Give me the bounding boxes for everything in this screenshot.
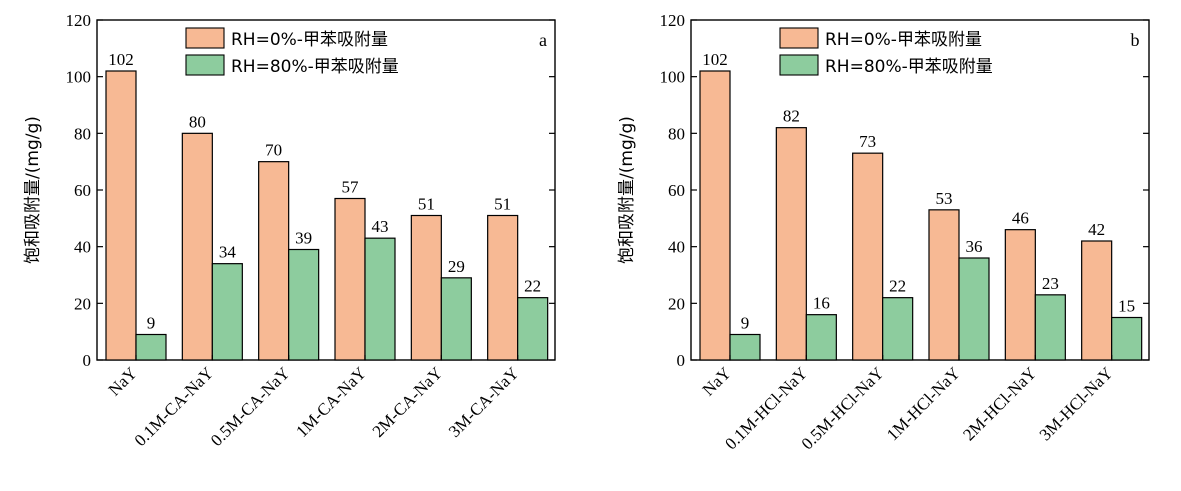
data-label: 57: [342, 178, 360, 197]
y-axis-label: 饱和吸附量/(mg/g): [617, 116, 637, 264]
data-label: 82: [783, 107, 800, 126]
legend-label: RH=80%-甲苯吸附量: [231, 57, 399, 77]
data-label: 36: [966, 237, 983, 256]
data-label: 70: [265, 141, 282, 160]
data-label: 15: [1118, 297, 1135, 316]
bar-rh0: [181, 132, 213, 361]
bar-rh80: [517, 297, 549, 361]
x-tick-label: NaY: [699, 363, 735, 399]
bar-rh0: [258, 161, 290, 361]
data-label: 46: [1012, 209, 1029, 228]
data-label: 80: [189, 112, 206, 131]
x-tick-label: NaY: [105, 363, 141, 399]
bar-rh0: [334, 197, 366, 361]
x-tick-label: 1M-CA-NaY: [292, 363, 370, 441]
data-label: 51: [418, 195, 435, 214]
x-tick-label: 2M-HCl-NaY: [959, 363, 1040, 444]
y-tick-label: 20: [668, 294, 685, 313]
data-label: 102: [108, 50, 134, 69]
panel-label: a: [539, 30, 547, 50]
legend-label: RH=0%-甲苯吸附量: [231, 30, 388, 50]
bar-rh80: [958, 257, 990, 361]
y-tick-label: 80: [74, 124, 91, 143]
data-label: 53: [936, 189, 953, 208]
y-tick-label: 40: [74, 238, 91, 257]
bar-rh0: [928, 209, 960, 361]
bar-rh0: [775, 127, 807, 361]
x-tick-label: 2M-CA-NaY: [369, 363, 447, 441]
data-label: 9: [741, 314, 750, 333]
data-label: 102: [702, 50, 728, 69]
y-axis-label: 饱和吸附量/(mg/g): [23, 116, 43, 264]
data-label: 23: [1042, 274, 1059, 293]
y-tick-label: 0: [83, 351, 92, 370]
bar-rh0: [852, 152, 884, 361]
y-tick-label: 0: [677, 351, 686, 370]
bar-rh80: [364, 237, 396, 361]
x-tick-label: 3M-CA-NaY: [445, 363, 523, 441]
bar-rh0: [1081, 240, 1113, 361]
bar-rh0: [487, 214, 519, 361]
bar-rh80: [288, 248, 320, 361]
x-tick-label: 0.1M-CA-NaY: [131, 363, 218, 450]
bar-rh0: [105, 70, 137, 361]
bar-rh80: [440, 277, 472, 361]
y-tick-label: 60: [668, 181, 685, 200]
data-label: 29: [448, 257, 465, 276]
data-label: 43: [372, 217, 389, 236]
y-tick-label: 40: [668, 238, 685, 257]
panel-label: b: [1131, 30, 1140, 50]
bar-rh80: [729, 333, 761, 361]
legend-swatch: [185, 54, 225, 76]
data-label: 73: [859, 132, 876, 151]
bar-rh80: [1034, 294, 1066, 361]
data-label: 39: [295, 229, 312, 248]
y-tick-label: 20: [74, 294, 91, 313]
bar-rh0: [1004, 229, 1036, 361]
y-tick-label: 120: [66, 11, 92, 30]
bar-rh0: [410, 214, 442, 361]
bar-rh80: [135, 333, 167, 361]
bar-rh80: [211, 263, 243, 361]
legend-label: RH=0%-甲苯吸附量: [825, 30, 982, 50]
chart-panel-b: 020406080100120饱和吸附量/(mg/g)1029NaY82160.…: [617, 11, 1150, 453]
y-tick-label: 100: [66, 68, 92, 87]
y-tick-label: 120: [660, 11, 686, 30]
data-label: 34: [219, 243, 237, 262]
y-tick-label: 100: [660, 68, 686, 87]
bar-rh0: [699, 70, 731, 361]
x-tick-label: 3M-HCl-NaY: [1036, 363, 1117, 444]
x-tick-label: 1M-HCl-NaY: [883, 363, 964, 444]
chart-panel-a: 0 20 40 60 80 100 120 饱和吸附量/(mg/g) 102 9 NaY 80 34 0.…: [23, 11, 556, 450]
data-label: 42: [1088, 220, 1105, 239]
data-label: 9: [147, 314, 156, 333]
legend-swatch: [185, 27, 225, 49]
data-label: 16: [813, 294, 830, 313]
y-tick-label: 60: [74, 181, 91, 200]
bar-rh80: [1111, 316, 1143, 361]
data-label: 22: [524, 277, 541, 296]
y-tick-label: 80: [668, 124, 685, 143]
data-label: 22: [889, 277, 906, 296]
bar-rh80: [805, 314, 837, 361]
legend-swatch: [779, 54, 819, 76]
bar-rh80: [882, 297, 914, 361]
x-tick-label: 0.5M-CA-NaY: [207, 363, 294, 450]
data-label: 51: [494, 195, 511, 214]
legend-label: RH=80%-甲苯吸附量: [825, 57, 993, 77]
legend-swatch: [779, 27, 819, 49]
